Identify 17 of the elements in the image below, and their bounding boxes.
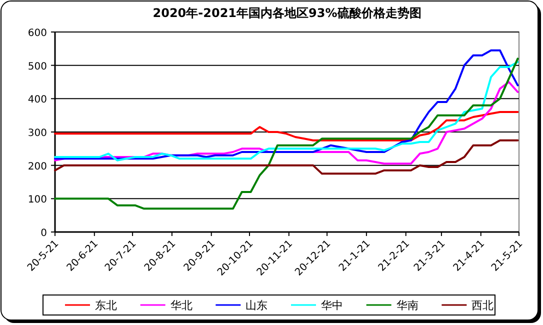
y-tick-label: 400	[28, 94, 47, 106]
y-tick-label: 500	[28, 61, 47, 72]
line-series	[54, 139, 519, 175]
legend-label: 山东	[246, 299, 268, 312]
line-series	[54, 111, 519, 142]
legend-label: 华中	[321, 299, 343, 312]
y-tick-label: 600	[28, 28, 47, 39]
line-series	[54, 58, 519, 210]
legend-label: 华南	[396, 299, 418, 312]
legend-label: 华北	[170, 299, 192, 312]
y-tick-label: 200	[28, 161, 47, 172]
y-tick-label: 0	[40, 228, 47, 239]
legend-label: 东北	[95, 299, 117, 312]
y-tick-label: 100	[28, 194, 47, 206]
chart-title: 2020年-2021年国内各地区93%硫酸价格走势图	[152, 6, 422, 20]
legend-label: 西北	[472, 299, 494, 312]
y-tick-label: 300	[28, 128, 47, 139]
